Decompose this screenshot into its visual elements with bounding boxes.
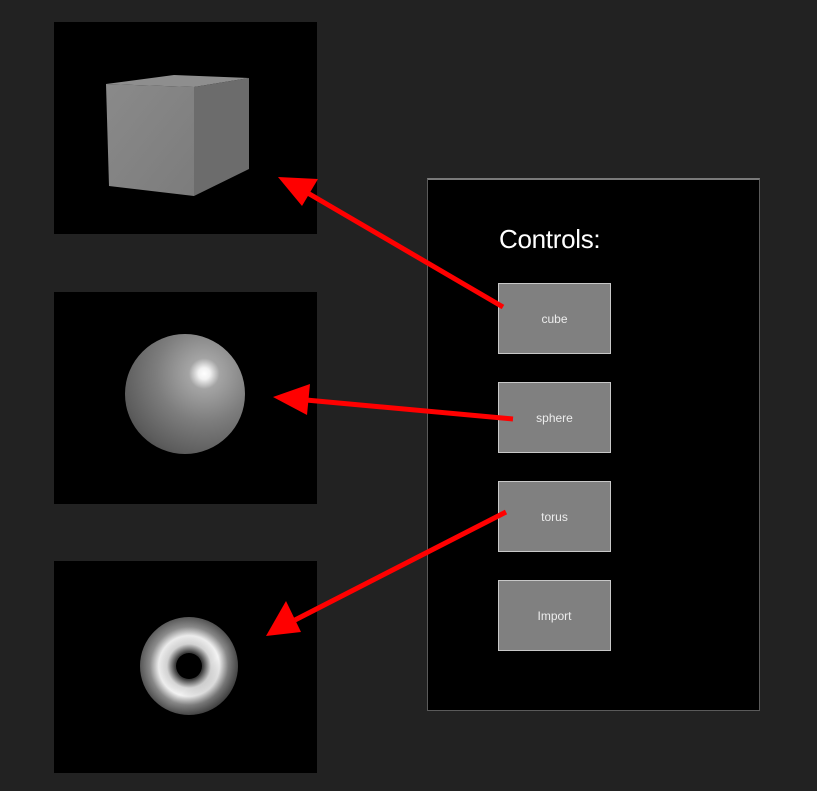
- torus-hole: [176, 653, 202, 679]
- sphere-button[interactable]: sphere: [498, 382, 611, 453]
- sphere-viewport[interactable]: [54, 292, 317, 504]
- torus-viewport[interactable]: [54, 561, 317, 773]
- cube-front-face: [106, 84, 194, 196]
- controls-panel: Controls: cube sphere torus Import: [427, 178, 760, 711]
- cube-viewport[interactable]: [54, 22, 317, 234]
- cube-button[interactable]: cube: [498, 283, 611, 354]
- import-button[interactable]: Import: [498, 580, 611, 651]
- sphere-render: [125, 334, 245, 454]
- torus-render: [140, 617, 238, 715]
- cube-render: [106, 75, 249, 196]
- controls-title: Controls:: [499, 224, 601, 254]
- torus-button[interactable]: torus: [498, 481, 611, 552]
- sphere-shape: [125, 334, 245, 454]
- cube-side-face: [194, 78, 249, 196]
- cube-top-face: [106, 75, 249, 87]
